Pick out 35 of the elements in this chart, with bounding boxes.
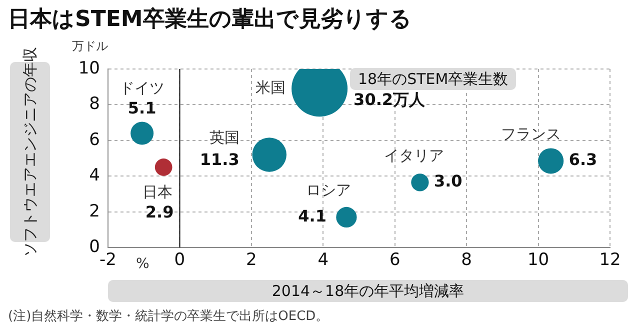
chart-title: 日本はSTEM卒業生の輩出で見劣りする [8, 6, 412, 34]
series-label: イタリア [384, 146, 444, 164]
x-tick-label: 0 [174, 250, 186, 270]
series-label: 日本 [142, 183, 173, 202]
x-tick-label: 2 [246, 250, 257, 270]
data-label: 6.3 [568, 150, 598, 170]
y-tick-label: 6 [89, 130, 100, 150]
series-label: 米国 [256, 78, 286, 97]
text: % [136, 256, 150, 272]
series-label: ロシア [306, 181, 351, 200]
text: (注)自然科学・数学・統計学の卒業生で出所はOECD。 [8, 308, 329, 325]
y-tick-label: 10 [78, 58, 100, 78]
x-tick-label: 12 [599, 250, 621, 270]
data-label: 11.3 [200, 150, 240, 169]
data-label: 4.1 [298, 206, 326, 226]
y-axis-title: ソフトウエアエンジニアの年収 [21, 47, 39, 257]
x-tick-label: -2 [100, 250, 116, 270]
x-tick-label: 4 [318, 250, 329, 270]
y-tick-label: 2 [89, 201, 100, 222]
data-label: 3.0 [434, 172, 462, 191]
annotation: 18年のSTEM卒業生数 [350, 68, 516, 90]
text: 万ドル [72, 38, 108, 55]
data-label: 2.9 [145, 202, 174, 222]
data-label: 30.2万人 [354, 90, 426, 109]
y-tick-label: 0 [89, 237, 100, 258]
x-tick-label: 8 [461, 250, 472, 270]
text: ドイツ [120, 79, 165, 98]
x-tick-label: 6 [389, 250, 400, 270]
y-tick-label: 8 [89, 94, 100, 114]
x-tick-label: 10 [527, 250, 550, 270]
series-label: フランス [500, 124, 561, 143]
series-label: 英国 [209, 128, 240, 147]
x-axis-title: 2014～18年の年平均増減率 [108, 280, 628, 302]
data-label: 5.1 [128, 98, 156, 118]
y-tick-label: 4 [89, 166, 100, 186]
